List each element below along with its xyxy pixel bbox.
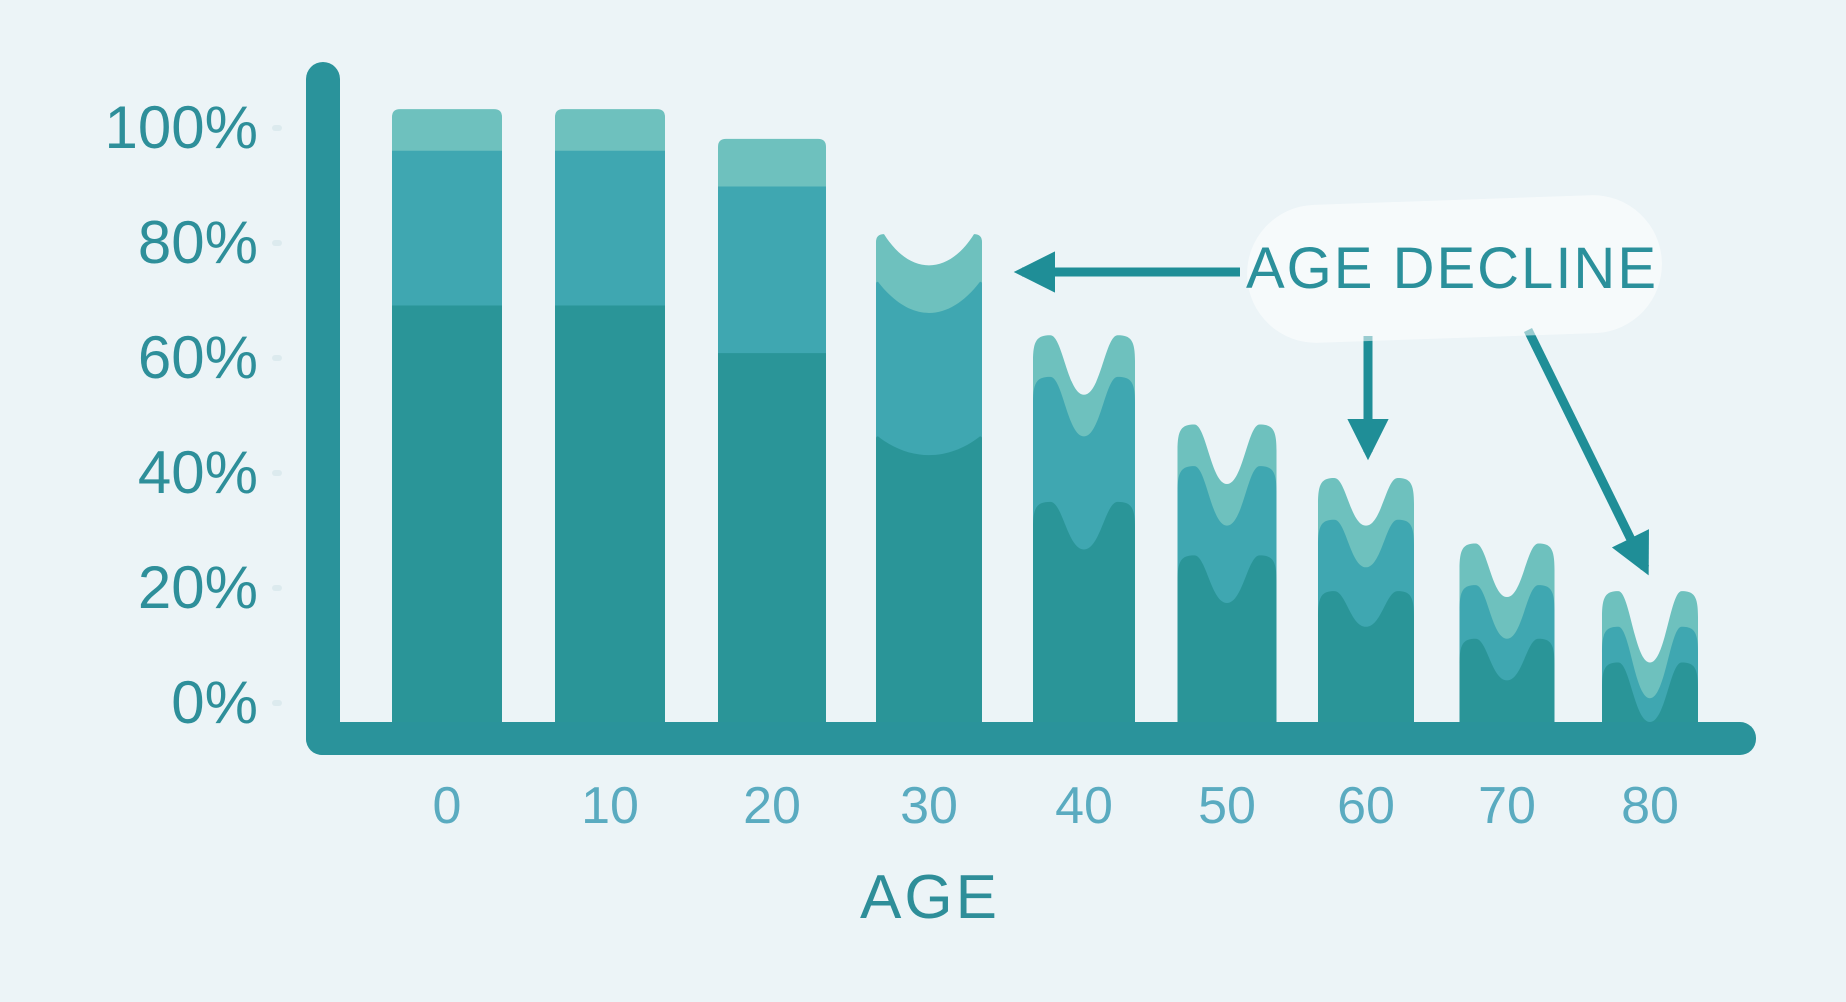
y-axis-tick <box>272 240 282 246</box>
bar-age-10-layer-dark <box>555 305 665 728</box>
y-axis-label: 40% <box>137 439 258 506</box>
x-axis-title: AGE <box>860 863 1000 932</box>
bar-age-0-layer-dark <box>392 305 502 728</box>
bar-age-60-layer-dark <box>1318 591 1414 728</box>
x-axis-label: 30 <box>900 777 958 835</box>
x-axis-label: 80 <box>1621 777 1679 835</box>
bars-group <box>392 109 1698 729</box>
x-axis-label: 10 <box>581 777 639 835</box>
x-axis-label: 50 <box>1198 777 1256 835</box>
y-axis-tick <box>272 355 282 361</box>
y-axis-ticks <box>272 125 282 706</box>
y-axis-tick <box>272 125 282 131</box>
y-axis-label: 80% <box>137 209 258 276</box>
x-axis-label: 60 <box>1337 777 1395 835</box>
y-axis-line <box>306 62 340 755</box>
x-axis-line <box>306 722 1756 755</box>
y-axis-label: 20% <box>137 554 258 621</box>
bar-age-20-layer-dark <box>718 353 826 728</box>
x-axis-label: 70 <box>1478 777 1536 835</box>
annotation-label: AGE DECLINE <box>1246 236 1658 301</box>
arrow-diagonal-to-bar-80 <box>1523 328 1650 576</box>
y-axis-tick <box>272 585 282 591</box>
y-axis-label: 60% <box>137 324 258 391</box>
bar-age-80-layer-dark <box>1602 662 1698 728</box>
annotation-arrows <box>1013 251 1650 576</box>
y-axis-tick <box>272 700 282 706</box>
x-axis-label: 20 <box>743 777 801 835</box>
bar-age-50-layer-dark <box>1177 555 1277 728</box>
y-axis-label: 0% <box>171 669 258 736</box>
axis-group <box>306 62 1756 755</box>
y-axis-tick <box>272 470 282 476</box>
bar-age-40-layer-dark <box>1033 501 1135 728</box>
x-axis-label: 40 <box>1055 777 1113 835</box>
y-axis-label: 100% <box>104 94 258 161</box>
bar-age-70-layer-dark <box>1459 638 1555 728</box>
bar-age-30-layer-dark <box>876 436 982 728</box>
x-axis-label: 0 <box>432 777 462 835</box>
